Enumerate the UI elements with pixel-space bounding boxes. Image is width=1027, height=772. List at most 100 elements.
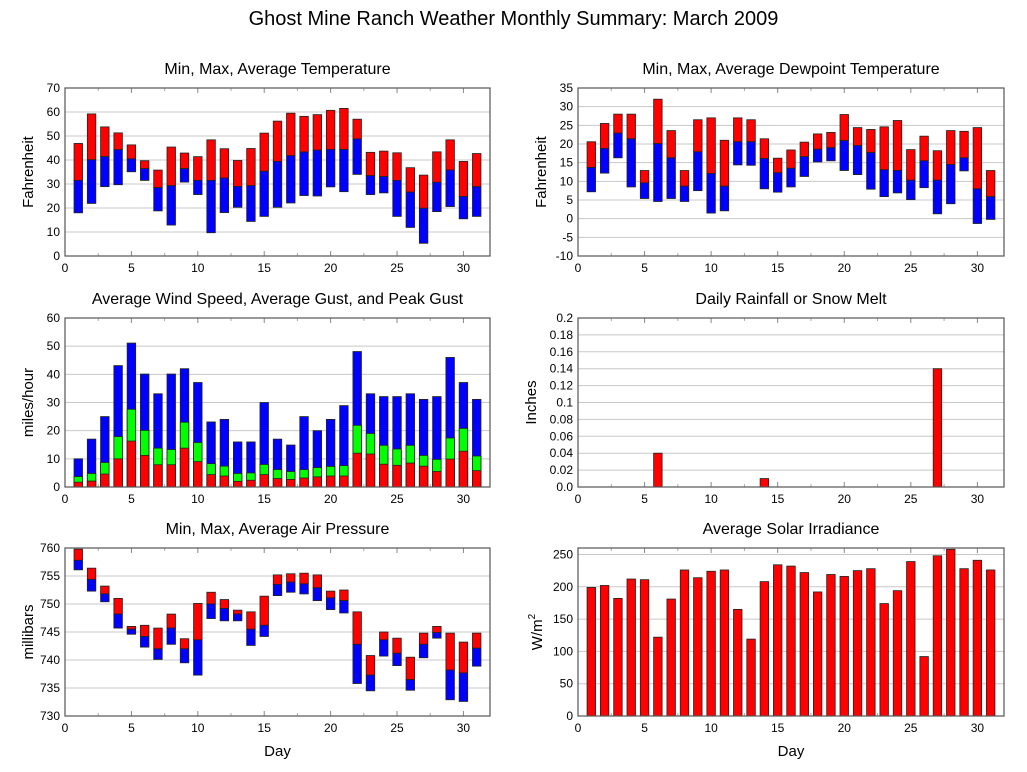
- bar-min-segment: [73, 179, 83, 214]
- bar: [679, 569, 690, 717]
- bar: [586, 587, 596, 717]
- bar: [972, 559, 983, 717]
- bar-min-segment: [472, 647, 482, 667]
- bar-max-segment: [219, 148, 230, 179]
- bar-min-segment: [299, 583, 309, 595]
- bar-max-segment: [365, 655, 376, 676]
- bar-min-segment: [892, 170, 903, 194]
- y-axis-label: W/m2: [527, 613, 546, 650]
- bar-min-segment: [153, 648, 163, 660]
- bar-max-segment: [866, 129, 876, 153]
- x-tick-label: 0: [62, 492, 69, 506]
- bar: [759, 581, 770, 717]
- bar-min-segment: [286, 155, 296, 204]
- bar-min-segment: [325, 149, 336, 188]
- bar-max-segment: [706, 117, 716, 174]
- y-tick-label: 20: [47, 201, 61, 215]
- y-tick-label: 30: [560, 100, 574, 114]
- plot-frame: [64, 87, 491, 257]
- bar-max-segment: [826, 132, 836, 149]
- x-tick-label: 15: [771, 261, 785, 275]
- bar-max-segment: [352, 118, 362, 140]
- y-tick-label: 0.14: [550, 362, 574, 376]
- y-tick-label: 0.18: [550, 328, 574, 342]
- y-tick-label: 0: [566, 212, 573, 226]
- bar-max-segment: [639, 170, 650, 184]
- bar-min-segment: [86, 159, 97, 204]
- bar-max-segment: [259, 132, 269, 172]
- bar: [693, 577, 703, 717]
- bar: [839, 576, 849, 717]
- bar-min-segment: [392, 652, 402, 667]
- chart-wind: Average Wind Speed, Average Gust, and Pe…: [20, 291, 491, 506]
- x-tick-label: 15: [771, 721, 785, 735]
- bar-average-wind-speed: [140, 455, 150, 488]
- bar-max-segment: [100, 585, 110, 595]
- bar-min-segment: [312, 149, 322, 197]
- y-tick-label: 730: [40, 709, 60, 723]
- bar-max-segment: [812, 133, 823, 150]
- bar-max-segment: [206, 591, 216, 605]
- bar-min-segment: [325, 597, 336, 611]
- bar-min-segment: [193, 639, 203, 676]
- bar-average-wind-speed: [405, 462, 415, 488]
- x-tick-label: 0: [575, 492, 582, 506]
- bar: [826, 574, 836, 717]
- bar-max-segment: [405, 167, 415, 193]
- bar-max-segment: [140, 624, 150, 637]
- bar-min-segment: [458, 196, 469, 220]
- bar: [719, 569, 730, 717]
- bar-max-segment: [733, 117, 743, 143]
- bar-min-segment: [259, 624, 269, 637]
- y-tick-label: 35: [560, 81, 574, 95]
- bar-min-segment: [179, 168, 190, 183]
- bar-average-wind-speed: [233, 480, 243, 488]
- bar-max-segment: [653, 98, 663, 145]
- bar-max-segment: [179, 638, 190, 650]
- y-tick-label: 50: [560, 677, 574, 691]
- bar-average-wind-speed: [259, 474, 269, 488]
- chart-title: Daily Rainfall or Snow Melt: [695, 291, 887, 308]
- bar-min-segment: [693, 151, 703, 192]
- bar-max-segment: [906, 149, 916, 181]
- bar-max-segment: [719, 139, 730, 187]
- bar-min-segment: [100, 593, 110, 603]
- bar-max-segment: [666, 130, 676, 159]
- bar: [733, 608, 743, 717]
- bar-average-wind-speed: [193, 461, 203, 488]
- bar-average-wind-speed: [153, 464, 163, 488]
- bar-min-segment: [392, 179, 402, 217]
- y-tick-label: 5: [566, 193, 573, 207]
- bar-min-segment: [126, 628, 137, 635]
- bar-max-segment: [472, 632, 482, 649]
- bar-max-segment: [86, 113, 97, 161]
- x-tick-label: 10: [704, 492, 718, 506]
- bar-min-segment: [166, 185, 176, 226]
- x-tick-label: 15: [258, 261, 272, 275]
- x-tick-label: 0: [575, 261, 582, 275]
- bar-min-segment: [100, 156, 110, 188]
- bar-max-segment: [206, 139, 216, 181]
- x-tick-label: 25: [904, 261, 918, 275]
- bar-max-segment: [312, 574, 322, 589]
- x-tick-label: 25: [904, 492, 918, 506]
- bar-min-segment: [932, 179, 943, 215]
- bar-max-segment: [972, 127, 983, 190]
- x-tick-label: 5: [128, 261, 135, 275]
- bar-max-segment: [773, 157, 783, 174]
- bar-min-segment: [339, 600, 349, 614]
- y-tick-label: -10: [556, 249, 574, 263]
- bar-min-segment: [626, 138, 636, 188]
- plot-frame: [577, 547, 1005, 717]
- bar: [919, 656, 929, 717]
- y-tick-label: 200: [553, 580, 573, 594]
- bar: [799, 572, 809, 717]
- bar: [639, 579, 650, 717]
- y-tick-label: 100: [553, 644, 573, 658]
- x-axis-label: Day: [778, 743, 805, 760]
- x-axis-label: Day: [264, 743, 291, 760]
- bar-max-segment: [586, 141, 596, 168]
- bar-average-wind-speed: [352, 452, 362, 488]
- bar-min-segment: [365, 175, 376, 195]
- bar-min-segment: [113, 613, 123, 629]
